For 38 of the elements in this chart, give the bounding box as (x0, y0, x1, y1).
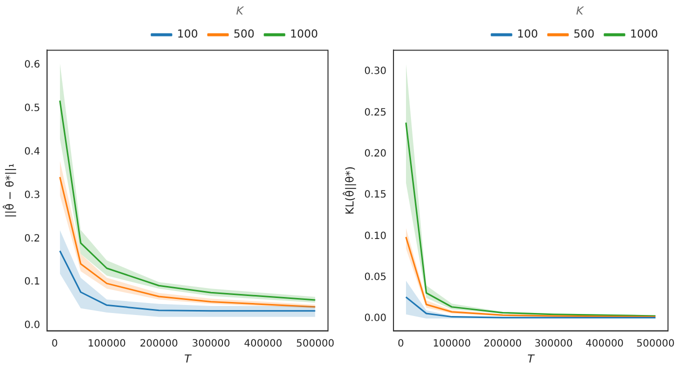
legend-title: K (576, 4, 584, 18)
legend-label: 1000 (630, 28, 658, 41)
y-tick-label: 0.10 (364, 230, 386, 242)
x-tick-label: 200000 (140, 338, 178, 350)
x-tick-label: 0 (51, 338, 58, 350)
y-tick-label: 0.00 (364, 313, 386, 324)
legend-label: 100 (177, 28, 198, 41)
y-tick-label: 0.4 (24, 146, 40, 158)
y-tick-label: 0.15 (364, 190, 386, 201)
y-tick-label: 0.05 (364, 272, 386, 283)
y-axis-title: KL(θ̂||θ*) (342, 166, 356, 215)
x-tick-label: 200000 (484, 338, 522, 350)
x-tick-label: 400000 (244, 338, 282, 350)
x-axis-title: T (184, 352, 192, 366)
x-tick-label: 0 (398, 338, 404, 350)
y-axis-title: ||θ̂ − θ*||₁ (2, 163, 16, 218)
y-tick-label: 0.5 (24, 103, 40, 114)
legend-label: 1000 (290, 28, 318, 41)
y-tick-label: 0.2 (24, 233, 40, 244)
x-axis-title: T (527, 352, 536, 366)
y-tick-label: 0.25 (364, 107, 386, 118)
legend-label: 500 (574, 28, 595, 41)
y-tick-label: 0.6 (24, 60, 40, 71)
y-tick-label: 0.30 (364, 66, 386, 78)
x-tick-label: 500000 (636, 338, 675, 350)
x-tick-label: 500000 (296, 338, 334, 350)
x-tick-label: 300000 (534, 338, 573, 350)
x-tick-label: 100000 (432, 338, 471, 350)
legend-label: 500 (234, 28, 255, 41)
legend-title: K (236, 4, 244, 18)
y-tick-label: 0.0 (24, 320, 40, 332)
y-tick-label: 0.20 (364, 148, 386, 160)
x-tick-label: 400000 (585, 338, 624, 350)
x-tick-label: 100000 (88, 338, 126, 350)
y-tick-label: 0.1 (24, 276, 40, 288)
x-tick-label: 300000 (192, 338, 230, 350)
y-tick-label: 0.3 (24, 190, 40, 201)
legend-label: 100 (517, 28, 538, 41)
